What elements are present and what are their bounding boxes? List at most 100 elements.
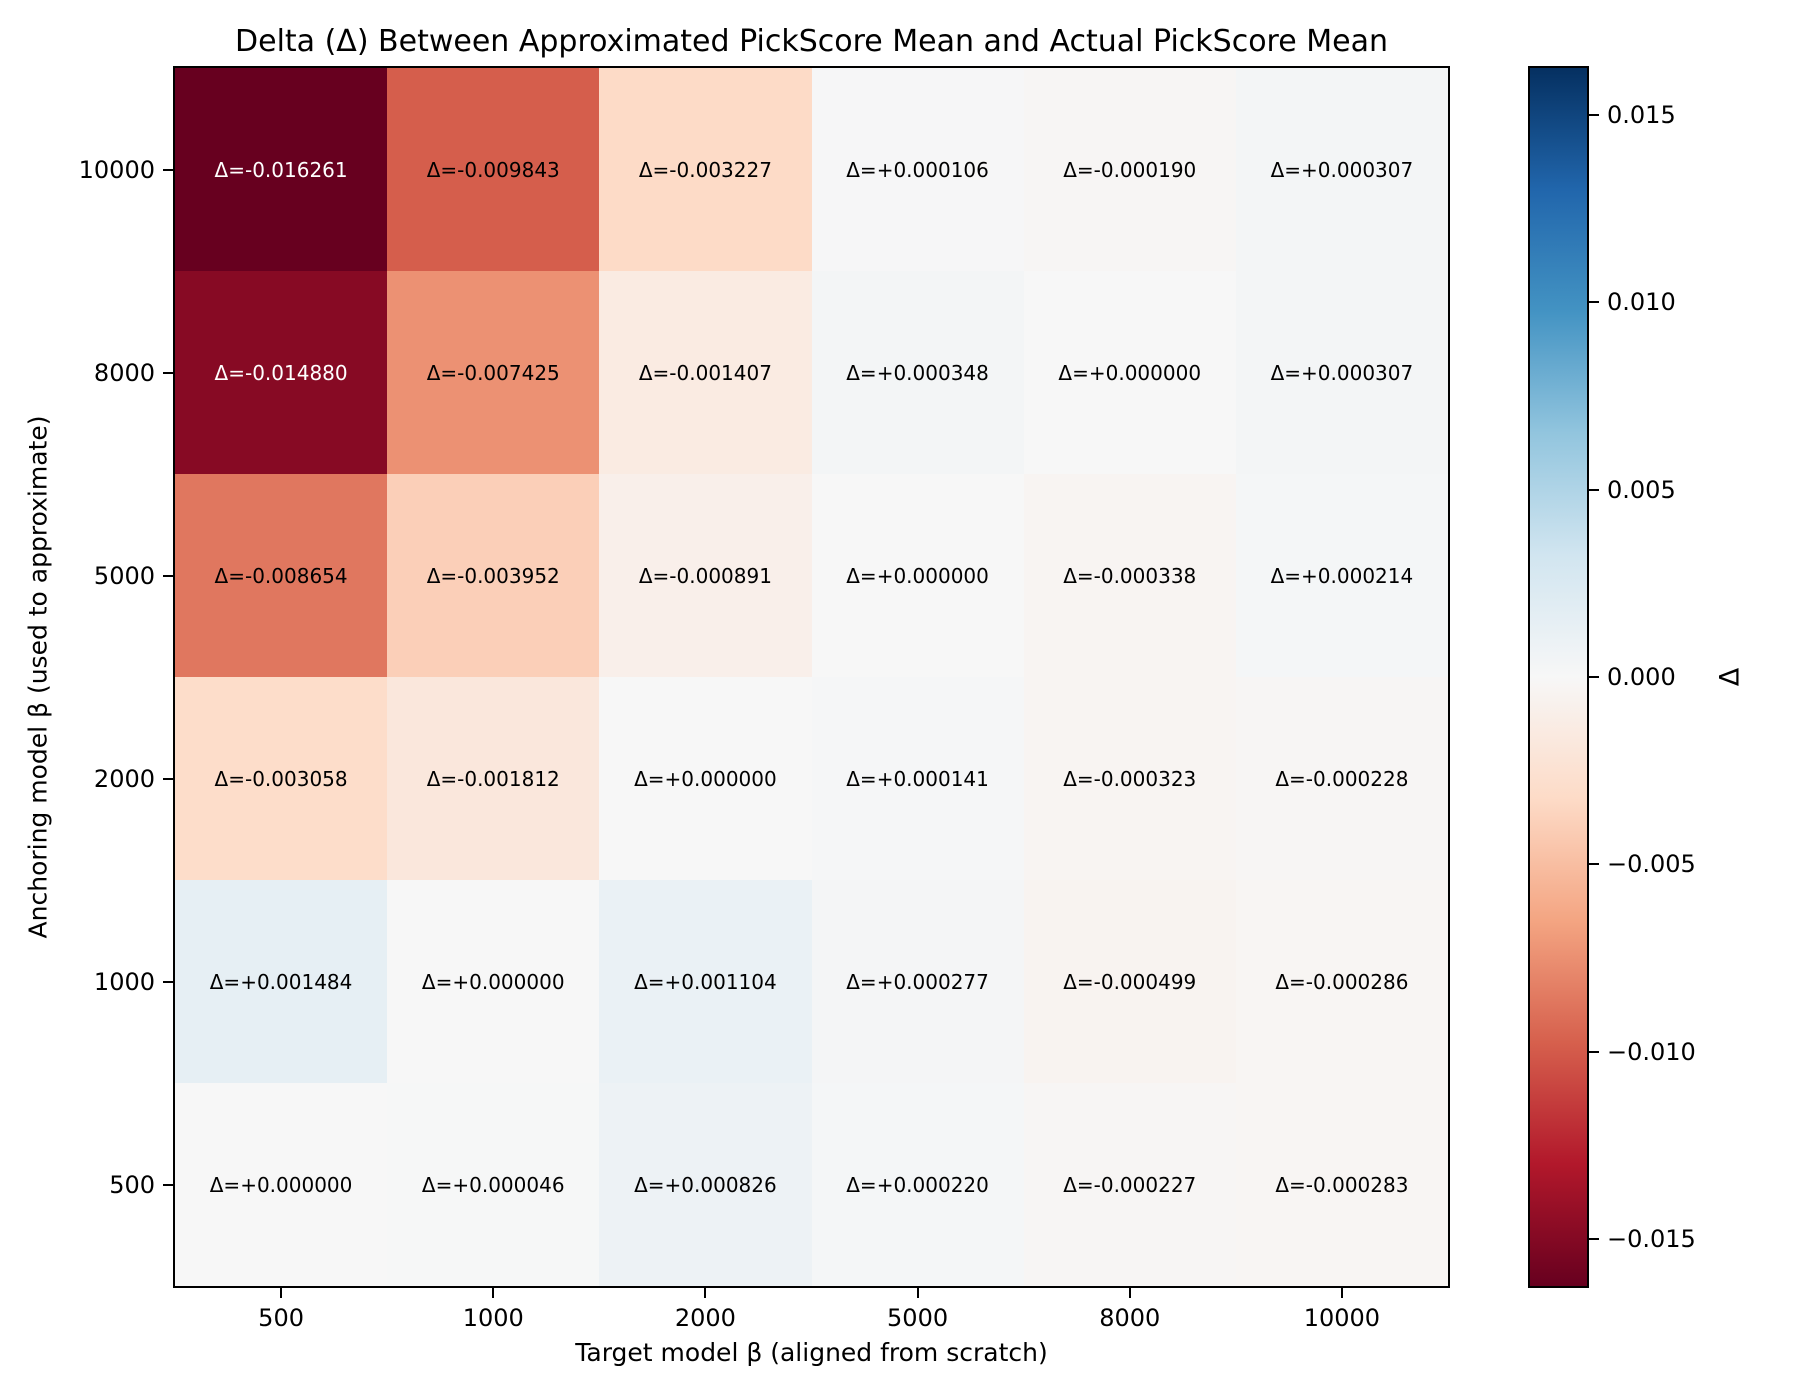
colorbar-tick-mark <box>1589 301 1599 304</box>
colorbar-tick-label: 0.015 <box>1607 101 1676 130</box>
heatmap-cell: Δ=+0.000000 <box>599 677 812 880</box>
cell-annotation: Δ=+0.000000 <box>421 969 565 994</box>
y-tick-label: 500 <box>109 1170 155 1199</box>
cell-annotation: Δ=+0.000307 <box>1270 157 1414 182</box>
cell-annotation: Δ=-0.003952 <box>426 563 560 588</box>
x-tick-label: 5000 <box>887 1304 949 1332</box>
heatmap-cell: Δ=-0.016261 <box>175 68 388 271</box>
heatmap: Δ=-0.016261 Δ=-0.009843 Δ=-0.003227 Δ=+0.00… <box>173 66 1450 1288</box>
colorbar-tick-mark <box>1589 1050 1599 1053</box>
cell-annotation: Δ=+0.000000 <box>846 563 989 588</box>
y-tick-label: 2000 <box>93 764 155 793</box>
cell-annotation: Δ=+0.001104 <box>634 969 777 994</box>
colorbar <box>1528 66 1589 1288</box>
cell-annotation: Δ=+0.000000 <box>209 1172 353 1197</box>
heatmap-cell: Δ=-0.003227 <box>599 68 812 271</box>
y-tick-label: 1000 <box>93 967 155 996</box>
heatmap-cell: Δ=+0.001104 <box>599 880 812 1083</box>
heatmap-cell: Δ=+0.000000 <box>811 474 1024 677</box>
cell-annotation: Δ=-0.001812 <box>426 766 560 791</box>
x-tick-label: 10000 <box>1303 1304 1381 1332</box>
y-tick-label: 8000 <box>93 358 155 387</box>
heatmap-cell: Δ=-0.000227 <box>1023 1083 1236 1286</box>
heatmap-cell: Δ=-0.014880 <box>175 271 388 474</box>
heatmap-cell: Δ=-0.000283 <box>1235 1083 1448 1286</box>
colorbar-tick-label: 0.005 <box>1607 475 1676 504</box>
heatmap-cell: Δ=+0.000214 <box>1235 474 1448 677</box>
cell-annotation: Δ=-0.007425 <box>426 360 560 385</box>
heatmap-cell: Δ=+0.000106 <box>811 68 1024 271</box>
colorbar-label: Δ <box>1714 667 1746 687</box>
heatmap-cell: Δ=-0.007425 <box>387 271 600 474</box>
chart-title: Delta (Δ) Between Approximated PickScore… <box>235 24 1388 59</box>
cell-annotation: Δ=-0.003058 <box>214 766 348 791</box>
y-tick-mark <box>163 168 173 171</box>
heatmap-cell: Δ=-0.000891 <box>599 474 812 677</box>
heatmap-cell: Δ=-0.001812 <box>387 677 600 880</box>
heatmap-cell: Δ=-0.000286 <box>1235 880 1448 1083</box>
colorbar-tick-label: 0.010 <box>1607 288 1676 317</box>
cell-annotation: Δ=+0.000141 <box>846 766 989 791</box>
colorbar-tick-mark <box>1589 488 1599 491</box>
colorbar-tick-mark <box>1589 863 1599 866</box>
cell-annotation: Δ=-0.000228 <box>1275 766 1409 791</box>
cell-annotation: Δ=+0.001484 <box>209 969 353 994</box>
heatmap-cell: Δ=-0.000338 <box>1023 474 1236 677</box>
x-tick-label: 1000 <box>462 1304 524 1332</box>
heatmap-cell: Δ=+0.001484 <box>175 880 388 1083</box>
x-tick-mark <box>1340 1288 1343 1298</box>
heatmap-cell: Δ=+0.000277 <box>811 880 1024 1083</box>
heatmap-cell: Δ=-0.003952 <box>387 474 600 677</box>
cell-annotation: Δ=+0.000214 <box>1270 563 1414 588</box>
heatmap-cell: Δ=-0.000190 <box>1023 68 1236 271</box>
heatmap-cell: Δ=+0.000000 <box>1023 271 1236 474</box>
cell-annotation: Δ=-0.000338 <box>1063 563 1197 588</box>
cell-annotation: Δ=-0.008654 <box>214 563 348 588</box>
y-tick-mark <box>163 574 173 577</box>
x-tick-label: 500 <box>258 1304 304 1332</box>
cell-annotation: Δ=-0.009843 <box>426 157 560 182</box>
colorbar-tick-mark <box>1589 676 1599 678</box>
x-tick-mark <box>704 1288 707 1298</box>
heatmap-cell: Δ=+0.000348 <box>811 271 1024 474</box>
colorbar-tick-mark <box>1589 1237 1599 1240</box>
x-tick-mark <box>1128 1288 1131 1298</box>
y-tick-label: 10000 <box>78 155 155 184</box>
heatmap-cell: Δ=+0.000000 <box>387 880 600 1083</box>
cell-annotation: Δ=-0.001407 <box>638 360 772 385</box>
colorbar-tick-mark <box>1589 114 1599 117</box>
heatmap-cell: Δ=+0.000141 <box>811 677 1024 880</box>
cell-annotation: Δ=+0.000348 <box>846 360 989 385</box>
cell-annotation: Δ=-0.016261 <box>214 157 348 182</box>
cell-annotation: Δ=-0.000283 <box>1275 1172 1409 1197</box>
y-tick-mark <box>163 371 173 374</box>
heatmap-cell: Δ=+0.000307 <box>1235 271 1448 474</box>
y-tick-label: 5000 <box>93 561 155 590</box>
heatmap-cell: Δ=-0.000499 <box>1023 880 1236 1083</box>
y-tick-mark <box>163 1183 173 1186</box>
colorbar-tick-label: −0.015 <box>1607 1224 1696 1253</box>
x-tick-mark <box>492 1288 495 1298</box>
heatmap-cell: Δ=+0.000307 <box>1235 68 1448 271</box>
colorbar-tick-label: −0.005 <box>1607 850 1696 879</box>
heatmap-cell: Δ=+0.000000 <box>175 1083 388 1286</box>
x-tick-label: 2000 <box>674 1304 736 1332</box>
cell-annotation: Δ=-0.000323 <box>1063 766 1197 791</box>
heatmap-cell: Δ=-0.000228 <box>1235 677 1448 880</box>
cell-annotation: Δ=-0.014880 <box>214 360 348 385</box>
cell-annotation: Δ=-0.000499 <box>1063 969 1197 994</box>
heatmap-cell: Δ=-0.009843 <box>387 68 600 271</box>
heatmap-cell: Δ=+0.000826 <box>599 1083 812 1286</box>
heatmap-cell: Δ=+0.000220 <box>811 1083 1024 1286</box>
colorbar-tick-label: 0.000 <box>1607 663 1676 691</box>
cell-annotation: Δ=+0.000000 <box>634 766 777 791</box>
y-axis-label: Anchoring model β (used to approximate) <box>23 415 53 939</box>
y-tick-mark <box>163 980 173 983</box>
cell-annotation: Δ=-0.000190 <box>1063 157 1197 182</box>
cell-annotation: Δ=-0.000891 <box>638 563 772 588</box>
cell-annotation: Δ=-0.000227 <box>1063 1172 1197 1197</box>
cell-annotation: Δ=-0.003227 <box>638 157 772 182</box>
cell-annotation: Δ=+0.000220 <box>846 1172 989 1197</box>
colorbar-gradient <box>1530 68 1587 1286</box>
